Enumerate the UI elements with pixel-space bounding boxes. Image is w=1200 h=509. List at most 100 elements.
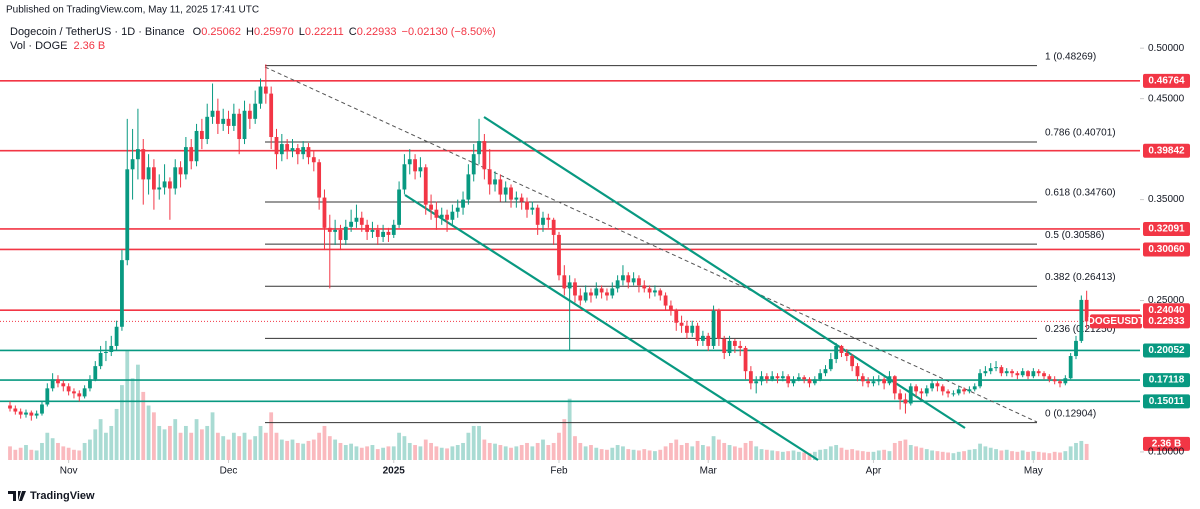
volume-bar bbox=[711, 436, 716, 460]
last-price-value: 0.22933 bbox=[1148, 316, 1185, 327]
volume-bar bbox=[285, 440, 290, 460]
candle-body bbox=[823, 369, 828, 374]
candle-body bbox=[285, 144, 290, 152]
volume-bar bbox=[162, 429, 167, 460]
candle-body bbox=[812, 379, 817, 384]
level-tag-label: 0.15011 bbox=[1149, 396, 1185, 407]
candle-body bbox=[972, 386, 977, 390]
level-tag-label: 0.17118 bbox=[1149, 375, 1185, 386]
candle-body bbox=[898, 393, 903, 400]
volume-bar bbox=[754, 446, 759, 460]
candle-body bbox=[343, 226, 348, 240]
level-tag-label: 0.39842 bbox=[1148, 145, 1185, 156]
volume-bar bbox=[125, 351, 130, 460]
candle-body bbox=[8, 405, 12, 409]
last-price-tag bbox=[1143, 314, 1190, 329]
candle-body bbox=[322, 197, 327, 228]
volume-bar bbox=[487, 442, 492, 460]
x-tick-label: Feb bbox=[550, 466, 568, 477]
volume-bar bbox=[951, 453, 956, 460]
volume-bar bbox=[892, 442, 897, 460]
candle-body bbox=[210, 110, 215, 117]
candle-body bbox=[370, 229, 375, 232]
x-tick-label: 2025 bbox=[383, 466, 406, 477]
candle-body bbox=[274, 137, 279, 155]
y-tick-label: 0.50000 bbox=[1148, 43, 1185, 54]
volume-bar bbox=[727, 445, 732, 460]
candle-body bbox=[754, 381, 759, 384]
volume-bar bbox=[397, 432, 401, 460]
volume-bar bbox=[530, 446, 535, 460]
volume-bar bbox=[274, 432, 279, 460]
volume-bar bbox=[780, 451, 785, 460]
candle-body bbox=[199, 130, 204, 140]
candle-body bbox=[871, 381, 876, 384]
candle-body bbox=[621, 275, 625, 281]
candle-body bbox=[599, 288, 604, 293]
volume-bar bbox=[354, 446, 359, 460]
volume-bar bbox=[311, 439, 316, 460]
levels-layer: 1 (0.48269) 0.786 (0.40701) 0.618 (0.34760… bbox=[0, 51, 1140, 424]
candle-body bbox=[546, 217, 551, 220]
candle-body bbox=[290, 148, 295, 152]
candle-body bbox=[1026, 371, 1030, 377]
candle-body bbox=[685, 325, 689, 333]
change: −0.02130 (−8.50%) bbox=[402, 26, 496, 38]
volume-bar bbox=[589, 445, 593, 460]
volume-bar bbox=[903, 439, 908, 460]
ohlc-key: C bbox=[349, 26, 357, 38]
volume-bar bbox=[8, 446, 12, 460]
volume-bar bbox=[258, 425, 263, 460]
candle-body bbox=[215, 110, 220, 124]
candle-body bbox=[221, 118, 226, 124]
volume-bar bbox=[594, 447, 599, 460]
volume-bar bbox=[988, 447, 993, 460]
logo-text: TradingView bbox=[30, 490, 95, 502]
volume-bar bbox=[1042, 452, 1046, 460]
candle-body bbox=[525, 201, 529, 210]
candle-body bbox=[295, 148, 300, 155]
volume-bar bbox=[290, 439, 295, 460]
volume-bar bbox=[1010, 451, 1014, 460]
candle-body bbox=[72, 391, 76, 394]
volume-line: Vol · DOGE 2.36 B bbox=[10, 40, 105, 52]
volume-bar bbox=[429, 442, 433, 460]
volume-bar bbox=[610, 447, 615, 460]
volume-bar bbox=[748, 440, 753, 460]
volume-layer bbox=[8, 351, 1089, 460]
volume-bar bbox=[653, 451, 657, 460]
candle-body bbox=[839, 345, 844, 354]
candle-body bbox=[359, 217, 364, 225]
candle-body bbox=[466, 174, 471, 200]
candle-body bbox=[743, 347, 748, 372]
volume-bar bbox=[471, 425, 476, 460]
candle-body bbox=[231, 113, 236, 126]
volume-bar bbox=[146, 405, 151, 460]
candle-body bbox=[924, 388, 929, 394]
candle-body bbox=[860, 376, 865, 382]
candle-body bbox=[498, 179, 503, 195]
candle-body bbox=[88, 379, 92, 389]
level-tag-label: 0.24040 bbox=[1148, 305, 1185, 316]
volume-bar bbox=[386, 446, 391, 460]
volume-bar bbox=[359, 447, 364, 460]
volume-bar bbox=[66, 447, 71, 460]
volume-bar bbox=[642, 449, 647, 460]
candle-body bbox=[626, 275, 631, 283]
fib-label: 0.382 (0.26413) bbox=[1045, 272, 1116, 283]
candle-body bbox=[397, 189, 401, 225]
candle-body bbox=[354, 217, 359, 222]
volume-bar bbox=[199, 429, 204, 460]
candle-body bbox=[487, 169, 492, 185]
candle-body bbox=[301, 147, 306, 155]
candle-body bbox=[695, 325, 700, 341]
volume-bar bbox=[930, 450, 934, 460]
candle-body bbox=[279, 144, 284, 155]
volume-bar bbox=[45, 432, 50, 460]
volume-bar bbox=[605, 449, 609, 460]
volume-bar bbox=[221, 436, 226, 460]
volume-name: Vol · DOGE bbox=[10, 40, 67, 52]
candle-body bbox=[844, 353, 849, 357]
volume-value: 2.36 B bbox=[73, 40, 105, 52]
volume-bar bbox=[263, 432, 268, 460]
